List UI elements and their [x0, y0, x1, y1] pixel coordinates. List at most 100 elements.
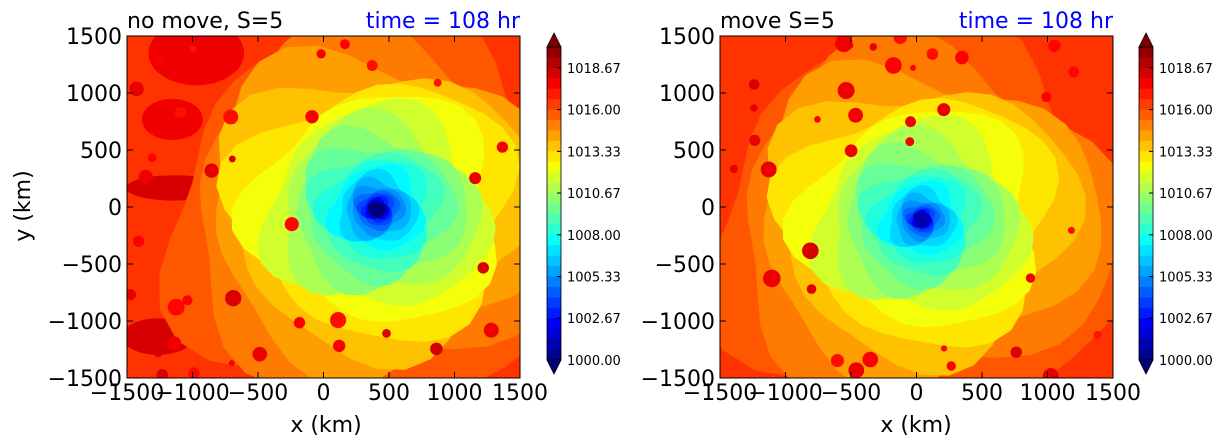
contour-blob	[802, 242, 819, 260]
contour-blob	[749, 134, 761, 146]
contour-blob	[910, 64, 917, 71]
colorbar-segment	[547, 172, 561, 184]
contour-blob	[885, 57, 902, 74]
colorbar-tick-label: 1005.33	[567, 271, 621, 286]
colorbar-segment	[547, 276, 561, 288]
contour-blob	[330, 312, 347, 329]
y-tick-labels: 1500 1000 500 0 −500 −1000 −1500	[48, 25, 122, 392]
contour-blob	[188, 367, 200, 378]
contour-blob	[252, 346, 268, 362]
x-tick-label: −500	[821, 381, 881, 406]
contour-blob	[814, 116, 821, 123]
y-tick-label: −1000	[48, 310, 122, 335]
contour-blob	[430, 342, 443, 356]
contour-blob	[433, 78, 442, 87]
contour-blob	[844, 144, 858, 158]
contour-blob	[316, 49, 326, 59]
colorbar-segment	[1139, 328, 1153, 340]
y-tick-label: 0	[108, 196, 122, 221]
colorbar-tick-label: 1010.67	[567, 187, 621, 202]
y-tick-label: 500	[80, 139, 122, 164]
x-tick-label: 500	[368, 381, 410, 406]
panel-time-label: time = 108 hr	[959, 9, 1114, 34]
contour-blob	[228, 360, 235, 367]
contour-blob	[483, 322, 499, 338]
colorbar-segment	[547, 245, 561, 257]
colorbar-segment	[547, 213, 561, 225]
contour-blob	[893, 36, 907, 44]
contour-blob	[225, 290, 242, 307]
contour-blob	[1048, 39, 1061, 53]
contour-blob	[946, 361, 956, 371]
colorbar-segment	[1139, 140, 1153, 152]
colorbar: 1018.67 1016.00 1013.33 1010.67 1008.00 1005.…	[546, 32, 621, 375]
x-tick-label: −1000	[155, 381, 229, 406]
y-tick-label: 0	[701, 196, 715, 221]
colorbar: 1018.67 1016.00 1013.33 1010.67 1008.00 1005.…	[1138, 32, 1213, 375]
contour-blob	[127, 288, 137, 301]
contour-blob	[155, 55, 164, 64]
x-tick-label: 1000	[427, 381, 483, 406]
colorbar-tick-label: 1016.00	[567, 104, 621, 119]
colorbar-tick-label: 1005.33	[1159, 271, 1213, 286]
colorbar-segment	[547, 266, 561, 278]
colorbar-segment	[1139, 234, 1153, 246]
colorbar-segment	[547, 297, 561, 309]
contour-blob	[1093, 331, 1102, 340]
y-tick-label: 500	[673, 139, 715, 164]
colorbar-segment	[1139, 182, 1153, 194]
y-tick-label: 1000	[66, 82, 122, 107]
panel-title: move S=5	[720, 9, 835, 34]
colorbar-tick-label: 1000.00	[1159, 354, 1213, 369]
contour-blob	[955, 50, 969, 65]
colorbar-tick-label: 1002.67	[567, 312, 621, 327]
colorbar-segment	[547, 307, 561, 319]
contour-blob	[1010, 346, 1022, 358]
contour-blob	[1042, 368, 1059, 378]
contour-blob	[333, 339, 346, 353]
colorbar-tick-label: 1010.67	[1159, 187, 1213, 202]
colorbar-segment	[547, 328, 561, 340]
y-tick-label: 1500	[659, 25, 715, 50]
panel-move: move S=5 time = 108 hr −1500−1000−500 0 50…	[641, 9, 1213, 438]
contour-blob	[937, 103, 951, 117]
colorbar-segment	[1139, 297, 1153, 309]
contour-blob	[729, 164, 738, 174]
contour-blob	[156, 369, 168, 378]
colorbar-segment	[1139, 213, 1153, 225]
colorbar-tick-label: 1018.67	[1159, 62, 1213, 77]
colorbar-frame	[1138, 46, 1154, 361]
colorbar-segment	[547, 151, 561, 163]
contour-blob	[182, 295, 193, 306]
colorbar-segment	[547, 339, 561, 351]
contour-blob	[366, 60, 378, 71]
contour-blob	[1068, 66, 1080, 78]
colorbar-segment	[1139, 224, 1153, 236]
y-tick-label: 1500	[66, 25, 122, 50]
contour-blob	[926, 48, 939, 60]
colorbar-segment	[547, 99, 561, 111]
x-axis-label: x (km)	[880, 413, 951, 438]
x-tick-label: 1500	[492, 381, 548, 406]
colorbar-segment	[547, 255, 561, 267]
colorbar-segment	[547, 193, 561, 204]
colorbar-segment	[1139, 349, 1153, 361]
colorbar-segment	[1139, 78, 1153, 90]
contour-blob	[174, 106, 187, 119]
colorbar-segment	[547, 120, 561, 131]
colorbar-segment	[547, 318, 561, 330]
x-tick-label: 1000	[1020, 381, 1076, 406]
colorbar-segment	[547, 182, 561, 194]
contour-level	[913, 212, 931, 229]
colorbar-segment	[1139, 120, 1153, 131]
contour-blob	[763, 269, 781, 288]
colorbar-segment	[1139, 161, 1153, 173]
contour-blob	[147, 153, 157, 163]
colorbar-segment	[1139, 130, 1153, 142]
panel-time-label: time = 108 hr	[366, 9, 521, 34]
colorbar-extend-min	[546, 359, 562, 375]
contour-blob	[167, 336, 182, 351]
colorbar-tick-label: 1000.00	[567, 354, 621, 369]
colorbar-segment	[547, 140, 561, 152]
